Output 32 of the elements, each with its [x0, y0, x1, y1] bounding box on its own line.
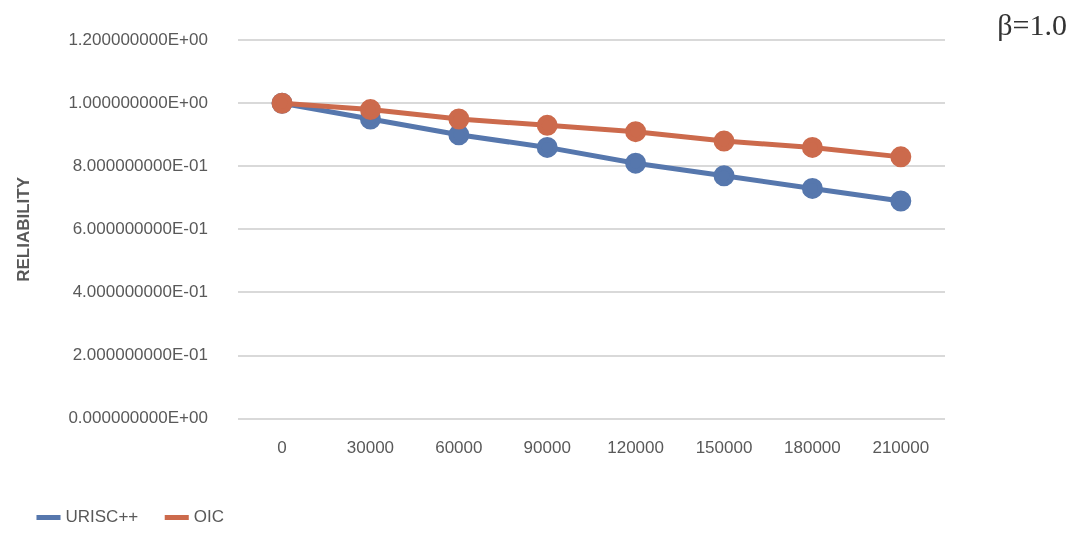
point: [448, 124, 470, 146]
point: [713, 165, 735, 187]
legend-label: OIC: [193, 507, 224, 527]
x-tick-label: 30000: [346, 438, 395, 458]
point: [536, 114, 558, 136]
point: [625, 152, 647, 174]
y-tick-label: 4.000000000E-01: [72, 282, 208, 302]
x-tick-label: 90000: [523, 438, 571, 458]
legend-label: URISC++: [65, 507, 139, 527]
x-tick-label: 210000: [872, 438, 930, 458]
y-tick-label: 8.000000000E-01: [72, 156, 208, 176]
point: [359, 99, 381, 121]
y-axis-title: RELIABILITY: [13, 176, 33, 282]
y-tick-label: 2.000000000E-01: [72, 345, 208, 365]
point: [801, 136, 823, 158]
text: β=1.0: [997, 8, 1067, 42]
y-tick-label: 6.000000000E-01: [72, 219, 208, 239]
x-tick-label: 180000: [784, 438, 841, 458]
point: [625, 121, 647, 143]
point: [536, 136, 558, 158]
y-tick-label: 0.000000000E+00: [68, 408, 208, 428]
point: [448, 108, 470, 130]
point: [801, 177, 823, 199]
x-tick-label: 150000: [695, 438, 753, 458]
y-tick-label: 1.200000000E+00: [68, 29, 208, 49]
point: [890, 146, 912, 168]
x-tick-label: 0: [277, 438, 287, 458]
point: [890, 190, 912, 212]
x-tick-label: 60000: [435, 438, 483, 458]
x-tick-label: 120000: [607, 438, 664, 458]
point: [713, 130, 735, 152]
y-tick-label: 1.000000000E+00: [68, 92, 208, 112]
